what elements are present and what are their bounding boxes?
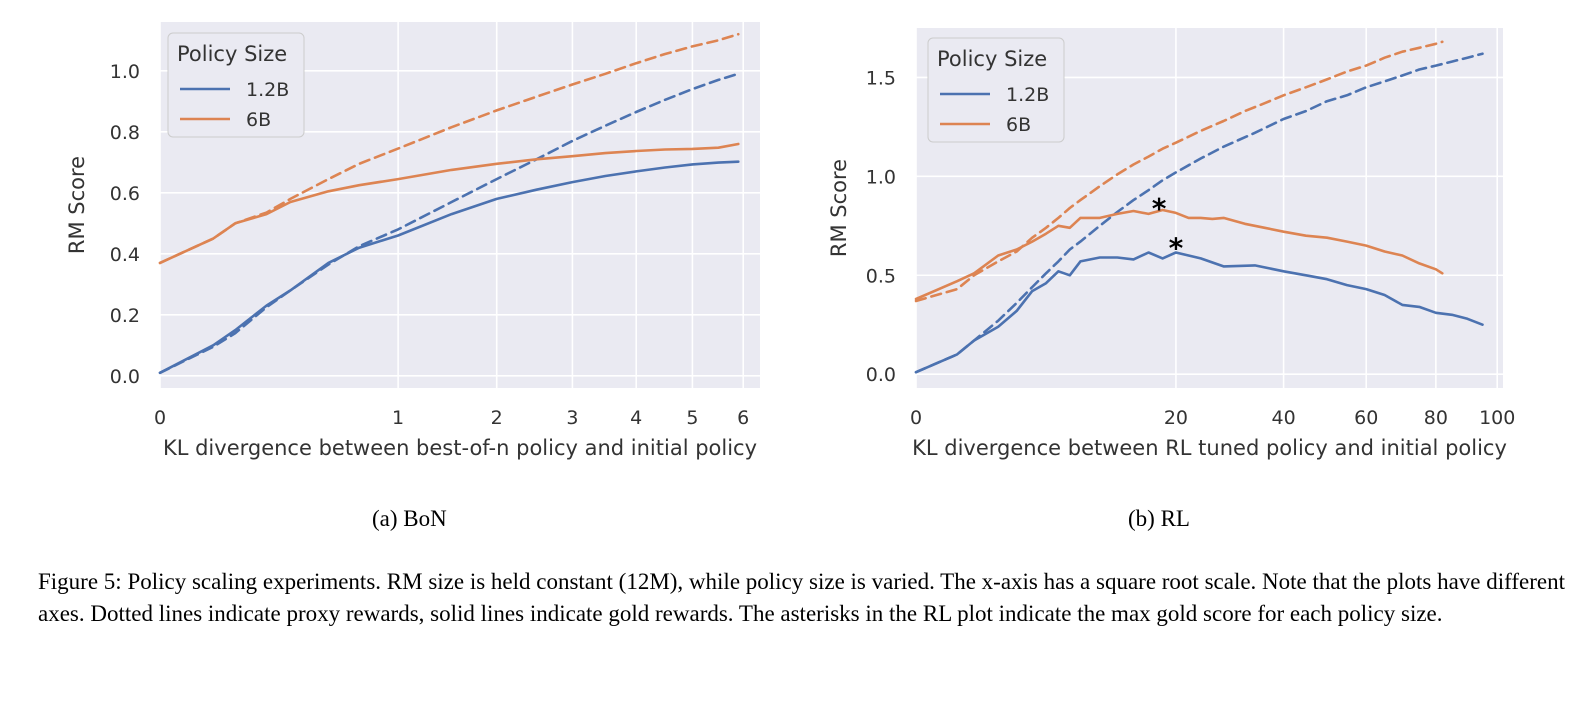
series-line-6B-proxy [158, 32, 740, 265]
y-tick-label: 0.2 [110, 305, 140, 327]
legend-label-1.2B: 1.2B [246, 79, 289, 101]
y-axis-label: RM Score [65, 156, 89, 254]
legend-title: Policy Size [177, 42, 287, 66]
x-axis-label: KL divergence between best-of-n policy a… [163, 436, 757, 460]
y-tick-label: 1.0 [866, 166, 896, 188]
chart-bon: 0 1 2 3 4 5 6 0.0 0.2 0.4 0.6 0.8 1.0 KL divergence b… [65, 22, 760, 460]
series-line-6B-gold [914, 208, 1444, 301]
subcaption-a: (a) BoN [372, 506, 447, 531]
figure-caption: Figure 5: Policy scaling experiments. RM… [38, 569, 1565, 626]
y-tick-label: 0.5 [866, 265, 896, 287]
x-tick-label: 2 [491, 407, 503, 429]
legend-label-6B: 6B [246, 109, 271, 131]
x-tick-label: 80 [1424, 407, 1448, 429]
x-tick-label: 1 [392, 407, 404, 429]
x-tick-label: 4 [630, 407, 642, 429]
y-tick-label: 0.6 [110, 183, 140, 205]
series-line-6B-proxy [914, 40, 1444, 303]
series-line-1.2B-gold [914, 251, 1484, 374]
chart-rl: 0 20 40 60 80 100 0.0 0.5 1.0 1.5 ** KL divergence … [827, 28, 1515, 460]
x-tick-label: 60 [1354, 407, 1378, 429]
y-axis-label: RM Score [827, 159, 851, 257]
y-tick-label: 0.0 [110, 366, 140, 388]
series-line-1.2B-gold [158, 160, 740, 375]
x-tick-label: 40 [1271, 407, 1295, 429]
series-line-1.2B-proxy [914, 52, 1484, 374]
x-tick-label: 3 [566, 407, 578, 429]
x-tick-label: 0 [910, 407, 922, 429]
x-tick-label: 0 [154, 407, 166, 429]
subcaption-b: (b) RL [1128, 506, 1190, 531]
series-line-1.2B-proxy [158, 72, 740, 375]
x-tick-label: 20 [1164, 407, 1188, 429]
y-tick-label: 0.4 [110, 244, 140, 266]
legend-label-6B: 6B [1006, 114, 1031, 136]
legend-title: Policy Size [937, 47, 1047, 71]
legend-label-1.2B: 1.2B [1006, 84, 1049, 106]
x-axis-label: KL divergence between RL tuned policy an… [912, 436, 1507, 460]
max-gold-asterisk: * [1169, 232, 1184, 265]
y-tick-label: 0.8 [110, 122, 140, 144]
y-tick-label: 0.0 [866, 364, 896, 386]
y-tick-label: 1.5 [866, 67, 896, 89]
figure: 0 1 2 3 4 5 6 0.0 0.2 0.4 0.6 0.8 1.0 KL divergence b… [65, 22, 1515, 460]
legend-box [167, 32, 305, 138]
legend-box [927, 37, 1065, 143]
max-gold-asterisk: * [1152, 192, 1167, 225]
x-tick-label: 100 [1479, 407, 1515, 429]
x-tick-label: 6 [737, 407, 749, 429]
y-tick-label: 1.0 [110, 61, 140, 83]
x-tick-label: 5 [686, 407, 698, 429]
